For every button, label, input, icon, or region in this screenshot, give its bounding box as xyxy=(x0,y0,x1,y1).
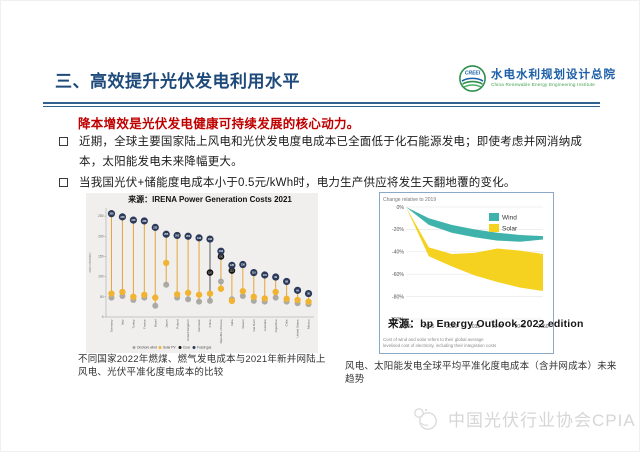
svg-text:2035: 2035 xyxy=(469,324,480,330)
svg-text:Solar: Solar xyxy=(502,226,518,233)
svg-text:104: 104 xyxy=(263,274,268,277)
svg-text:163: 163 xyxy=(219,250,224,253)
svg-text:-60%: -60% xyxy=(392,272,404,278)
svg-text:-100%: -100% xyxy=(389,317,404,323)
svg-text:Australia: Australia xyxy=(263,319,267,331)
svg-text:238: 238 xyxy=(142,220,147,223)
right-chart-caption: 风电、太阳能发电全球平均平准化度电成本（含并网成本）未来趋势 xyxy=(345,361,617,385)
svg-text:Poland: Poland xyxy=(175,319,179,329)
svg-text:Taiwan: Taiwan xyxy=(241,319,245,329)
svg-text:2030: 2030 xyxy=(446,324,457,330)
creei-logo-icon: CREEI xyxy=(459,65,486,92)
logo-name: 水电水利规划设计总院 xyxy=(491,69,616,81)
svg-text:-20%: -20% xyxy=(392,227,404,233)
svg-text:130: 130 xyxy=(241,263,246,266)
svg-text:Japan: Japan xyxy=(164,319,168,328)
svg-text:2025: 2025 xyxy=(423,324,434,330)
svg-text:Solar PV: Solar PV xyxy=(163,346,176,350)
svg-text:99: 99 xyxy=(274,276,277,279)
svg-text:110: 110 xyxy=(252,271,257,274)
svg-text:0: 0 xyxy=(102,315,104,319)
cpia-logo-icon xyxy=(411,405,441,431)
svg-text:Fossil gas: Fossil gas xyxy=(197,346,212,350)
svg-text:150: 150 xyxy=(98,255,104,259)
svg-text:200: 200 xyxy=(186,235,191,238)
institute-logo: CREEI 水电水利规划设计总院 China Renewable Energy … xyxy=(459,65,616,92)
svg-text:2020: 2020 xyxy=(400,324,411,330)
bullet-item: 近期，全球主要国家陆上风电和光伏发电度电成本已全面低于化石能源发电；即使考虑并网… xyxy=(59,132,587,172)
key-message: 降本增效是光伏发电健康可持续发展的核心动力。 xyxy=(78,117,360,131)
page-title: 三、高效提升光伏发电利用水平 xyxy=(55,72,300,91)
svg-text:United States: United States xyxy=(296,319,300,338)
svg-text:Change relative to 2019: Change relative to 2019 xyxy=(383,197,436,203)
svg-text:United Kingdom: United Kingdom xyxy=(186,319,190,341)
svg-text:Chile: Chile xyxy=(285,319,289,326)
bp-source-label: 来源：bp Energy Outlook 2022 edition xyxy=(388,318,584,330)
cpia-watermark: 中国光伏行业协会CPIA xyxy=(411,405,636,431)
svg-text:Argentina: Argentina xyxy=(274,319,278,332)
svg-text:2022 USD/MWh: 2022 USD/MWh xyxy=(88,252,92,273)
svg-text:Coal: Coal xyxy=(183,346,190,350)
bullet-square-icon xyxy=(59,137,68,146)
svg-text:来源：IRENA Power Generation Cost: 来源：IRENA Power Generation Costs 2021 xyxy=(127,194,292,204)
svg-text:Onshore wind: Onshore wind xyxy=(137,346,157,350)
svg-text:China: China xyxy=(208,319,212,327)
svg-text:88: 88 xyxy=(285,280,288,283)
svg-text:Mexico: Mexico xyxy=(307,319,311,329)
svg-text:256: 256 xyxy=(109,213,114,216)
svg-text:Italy: Italy xyxy=(121,319,125,325)
svg-text:200: 200 xyxy=(98,234,104,238)
svg-text:110: 110 xyxy=(208,271,212,274)
svg-text:Cost of wind and solar refers: Cost of wind and solar refers to their g… xyxy=(383,337,484,342)
svg-text:Viet Nam: Viet Nam xyxy=(252,319,256,332)
svg-text:2040: 2040 xyxy=(492,324,503,330)
svg-text:Turkey: Turkey xyxy=(131,319,135,329)
svg-text:193: 193 xyxy=(208,238,213,241)
svg-text:France: France xyxy=(142,319,146,329)
svg-text:202: 202 xyxy=(175,234,180,237)
svg-text:-40%: -40% xyxy=(392,250,404,256)
svg-text:-80%: -80% xyxy=(392,294,404,300)
svg-text:222: 222 xyxy=(153,226,158,229)
watermark-text: 中国光伏行业协会CPIA xyxy=(448,410,636,430)
svg-text:Brazil: Brazil xyxy=(153,319,157,327)
svg-text:248: 248 xyxy=(120,216,125,219)
bullet-item: 当我国光伏+储能度电成本小于0.5元/kWh时，电力生产供应将发生天翻地覆的变化… xyxy=(59,173,587,193)
svg-text:levelised cost of electricity,: levelised cost of electricity, including… xyxy=(383,343,497,348)
svg-text:240: 240 xyxy=(131,219,136,222)
svg-text:Republic of Korea: Republic of Korea xyxy=(219,319,223,343)
svg-text:Denmark: Denmark xyxy=(197,319,201,332)
bullet-text: 近期，全球主要国家陆上风电和光伏发电度电成本已全面低于化石能源发电；即使考虑并网… xyxy=(79,136,583,168)
svg-text:2050: 2050 xyxy=(537,324,548,330)
bullet-text: 当我国光伏+储能度电成本小于0.5元/kWh时，电力生产供应将发生天翻地覆的变化… xyxy=(79,177,516,189)
svg-text:205: 205 xyxy=(164,233,169,236)
left-chart-caption: 不同国家2022年燃煤、燃气发电成本与2021年新并网陆上风电、光伏平准化度电成… xyxy=(78,354,326,378)
svg-text:2045: 2045 xyxy=(515,324,526,330)
svg-text:66: 66 xyxy=(296,289,299,292)
svg-text:128: 128 xyxy=(230,264,235,267)
svg-text:50: 50 xyxy=(100,295,104,299)
svg-text:100: 100 xyxy=(98,275,104,279)
svg-text:58: 58 xyxy=(307,292,310,295)
svg-text:250: 250 xyxy=(98,214,104,218)
bullet-square-icon xyxy=(59,178,68,187)
bp-outlook-chart: 0% -20% -40% -60% -80% -100% 2020 2025 2030 2035 2… xyxy=(379,192,583,354)
creei-badge-text: CREEI xyxy=(465,71,481,77)
svg-text:India: India xyxy=(230,319,234,326)
irena-cost-chart: 来源：IRENA Power Generation Costs 2021 0 50 1… xyxy=(86,193,318,353)
svg-text:196: 196 xyxy=(197,237,202,240)
svg-text:0%: 0% xyxy=(397,205,405,211)
svg-text:Germany: Germany xyxy=(110,319,114,332)
svg-text:Wind: Wind xyxy=(502,215,517,222)
logo-name-en: China Renewable Energy Engineering Insti… xyxy=(491,82,596,87)
svg-text:115: 115 xyxy=(230,269,234,272)
svg-text:150: 150 xyxy=(219,255,224,258)
header-divider xyxy=(43,102,600,108)
